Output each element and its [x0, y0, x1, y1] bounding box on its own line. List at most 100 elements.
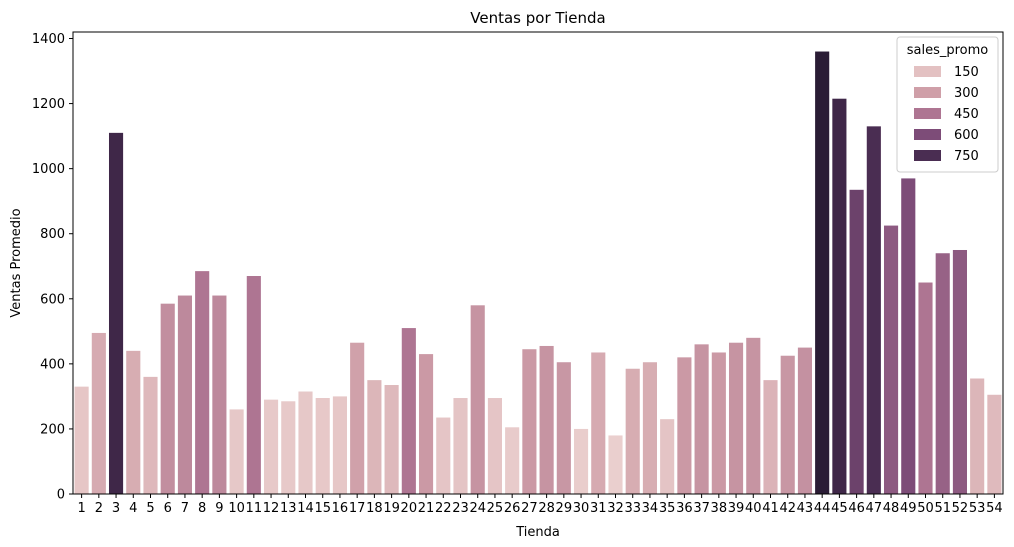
chart-title: Ventas por Tienda — [470, 9, 605, 27]
bar-tienda-5 — [143, 376, 158, 494]
legend-label: 750 — [954, 149, 979, 164]
bar-tienda-22 — [436, 417, 451, 494]
plot-frame — [72, 31, 1004, 495]
bar-tienda-9 — [212, 295, 227, 494]
x-tick-label: 21 — [418, 501, 435, 516]
bar-tienda-42 — [780, 355, 795, 494]
bar-tienda-12 — [263, 399, 279, 494]
legend-title: sales_promo — [907, 43, 989, 58]
x-tick-label: 26 — [504, 501, 521, 516]
y-tick-label: 0 — [57, 488, 65, 503]
x-tick-label: 30 — [573, 501, 590, 516]
bar-tienda-45 — [832, 98, 847, 494]
x-tick-label: 46 — [848, 501, 865, 516]
x-axis: 1 2 3 4 5 6 7 8 9 10 11 12 13 14 15 16 17 18 19 20 21 22 23 24 2… — [77, 494, 1003, 516]
x-tick-label: 1 — [77, 501, 85, 516]
x-tick-label: 10 — [228, 501, 245, 516]
bar-tienda-1 — [74, 386, 89, 494]
legend-swatch — [914, 150, 941, 161]
legend: sales_promo 150 300 450 600 750 — [896, 36, 999, 173]
legend-label: 300 — [954, 86, 979, 101]
x-tick-label: 35 — [659, 501, 676, 516]
legend-swatch — [914, 108, 941, 119]
bar-tienda-21 — [418, 354, 434, 494]
x-tick-label: 36 — [676, 501, 693, 516]
x-tick-label: 15 — [314, 501, 331, 516]
x-tick-label: 28 — [538, 501, 555, 516]
bar-tienda-18 — [367, 380, 382, 494]
x-tick-label: 45 — [831, 501, 848, 516]
bar-tienda-8 — [195, 271, 210, 494]
x-tick-label: 40 — [745, 501, 762, 516]
x-tick-label: 23 — [452, 501, 469, 516]
x-tick-label: 53 — [969, 501, 986, 516]
bar-tienda-50 — [918, 282, 933, 494]
bar-tienda-6 — [160, 303, 175, 494]
bar-tienda-36 — [677, 357, 692, 494]
bar-tienda-39 — [728, 342, 744, 494]
bar-tienda-35 — [660, 419, 675, 494]
bar-tienda-41 — [763, 380, 778, 494]
x-tick-label: 17 — [349, 501, 366, 516]
bar-tienda-25 — [487, 398, 502, 494]
x-tick-label: 44 — [814, 501, 831, 516]
x-tick-label: 47 — [866, 501, 883, 516]
x-tick-label: 51 — [934, 501, 951, 516]
x-tick-label: 27 — [521, 501, 538, 516]
bars-layer — [74, 51, 1002, 495]
x-tick-label: 24 — [469, 501, 486, 516]
bar-tienda-16 — [332, 396, 347, 494]
x-tick-label: 3 — [112, 501, 120, 516]
x-tick-label: 37 — [693, 501, 710, 516]
legend-label: 450 — [954, 107, 979, 122]
x-tick-label: 18 — [366, 501, 383, 516]
x-tick-label: 19 — [383, 501, 400, 516]
x-tick-label: 48 — [883, 501, 900, 516]
bar-tienda-38 — [711, 352, 726, 494]
x-tick-label: 22 — [435, 501, 452, 516]
x-tick-label: 42 — [779, 501, 796, 516]
x-tick-label: 49 — [900, 501, 917, 516]
x-tick-label: 11 — [246, 501, 263, 516]
bar-tienda-47 — [866, 126, 881, 494]
x-tick-label: 41 — [762, 501, 779, 516]
bar-tienda-44 — [815, 51, 830, 495]
bar-tienda-19 — [384, 385, 399, 494]
bar-tienda-23 — [453, 398, 468, 494]
bar-tienda-32 — [608, 435, 623, 494]
y-axis-label: Ventas Promedio — [9, 208, 24, 317]
x-tick-label: 43 — [797, 501, 814, 516]
bar-tienda-24 — [470, 305, 485, 494]
bar-tienda-3 — [108, 132, 124, 495]
bar-tienda-43 — [797, 347, 812, 494]
bar-tienda-2 — [91, 332, 106, 494]
x-axis-label: Tienda — [515, 525, 560, 540]
y-tick-label: 1200 — [32, 97, 65, 112]
x-tick-label: 50 — [917, 501, 934, 516]
x-tick-label: 52 — [952, 501, 969, 516]
bar-tienda-28 — [539, 345, 554, 494]
bar-tienda-27 — [522, 349, 537, 494]
x-tick-label: 2 — [95, 501, 103, 516]
x-tick-label: 33 — [624, 501, 641, 516]
x-tick-label: 20 — [401, 501, 418, 516]
bar-tienda-26 — [505, 427, 520, 494]
y-tick-label: 200 — [40, 422, 65, 437]
x-tick-label: 13 — [280, 501, 297, 516]
bar-tienda-53 — [970, 378, 985, 494]
x-tick-label: 25 — [487, 501, 504, 516]
y-tick-label: 600 — [40, 292, 65, 307]
x-tick-label: 16 — [332, 501, 349, 516]
legend-label: 600 — [954, 128, 979, 143]
legend-swatch — [914, 66, 941, 77]
bar-tienda-30 — [573, 428, 589, 494]
x-tick-label: 29 — [556, 501, 573, 516]
x-tick-label: 9 — [215, 501, 223, 516]
x-tick-label: 54 — [986, 501, 1003, 516]
bar-tienda-40 — [746, 337, 761, 494]
bar-tienda-17 — [350, 342, 365, 494]
bar-tienda-4 — [126, 350, 141, 494]
legend-swatch — [914, 129, 941, 140]
bar-tienda-11 — [246, 276, 261, 494]
